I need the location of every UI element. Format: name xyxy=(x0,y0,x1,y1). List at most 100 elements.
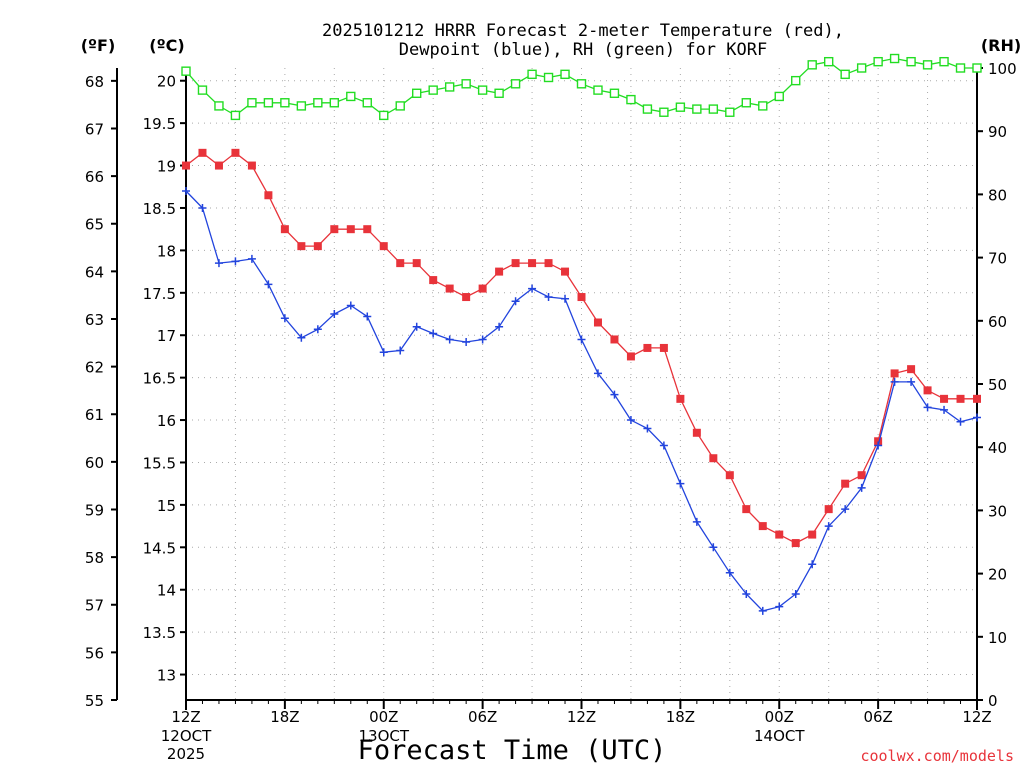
dewpoint-point xyxy=(396,346,405,355)
dewpoint-point xyxy=(280,314,289,323)
rh-point xyxy=(626,94,636,105)
rh-point xyxy=(758,101,768,111)
fahrenheit-tick-label: 56 xyxy=(85,644,104,662)
temperature-point xyxy=(758,522,767,531)
dewpoint-point xyxy=(214,259,223,268)
rh-tick-label: 60 xyxy=(988,313,1007,331)
dewpoint-point xyxy=(956,417,965,426)
rh-point xyxy=(774,91,784,102)
rh-tick-label: 70 xyxy=(988,250,1007,268)
chart-subtitle: Dewpoint (blue), RH (green) for KORF xyxy=(399,40,767,60)
dewpoint-point xyxy=(445,335,454,344)
celsius-tick-label: 19.5 xyxy=(143,115,176,133)
date-tick-label: 12OCT xyxy=(161,727,212,745)
rh-point xyxy=(889,53,900,64)
dewpoint-point xyxy=(758,606,767,615)
dewpoint-point xyxy=(890,377,899,386)
temperature-point xyxy=(940,394,949,403)
time-tick-label: 12Z xyxy=(962,708,991,726)
temperature-point xyxy=(692,428,701,437)
dewpoint-point xyxy=(330,310,339,319)
rh-point xyxy=(263,98,274,108)
dewpoint-point xyxy=(198,203,207,212)
dewpoint-point xyxy=(907,377,916,386)
dewpoint-point xyxy=(247,254,256,263)
dewpoint-point xyxy=(874,441,883,450)
rh-tick-label: 30 xyxy=(988,502,1007,520)
time-tick-label: 06Z xyxy=(863,708,892,726)
temperature-point xyxy=(528,259,537,268)
dewpoint-point xyxy=(857,483,866,492)
temperature-point xyxy=(231,148,240,157)
dewpoint-point xyxy=(973,413,981,422)
temperature-point xyxy=(182,161,190,170)
time-tick-label: 00Z xyxy=(369,708,398,726)
dewpoint-point xyxy=(742,589,751,598)
dewpoint-point xyxy=(577,335,586,344)
rh-tick-label: 0 xyxy=(988,692,998,710)
dewpoint-point xyxy=(363,312,372,321)
dewpoint-point xyxy=(297,333,306,342)
temperature-point xyxy=(709,454,718,463)
dewpoint-point xyxy=(182,187,190,196)
rh-point xyxy=(791,75,801,86)
celsius-tick-label: 14.5 xyxy=(143,539,176,557)
fahrenheit-tick-label: 55 xyxy=(85,692,104,710)
time-tick-label: 18Z xyxy=(666,708,695,726)
year-tick-label: 2025 xyxy=(167,745,205,763)
celsius-tick-label: 16 xyxy=(157,412,176,430)
dewpoint-point xyxy=(709,543,718,552)
dewpoint-point xyxy=(495,322,504,331)
date-tick-label: 14OCT xyxy=(754,727,805,745)
rh-point xyxy=(444,82,455,92)
celsius-tick-label: 16.5 xyxy=(143,370,176,388)
celsius-tick-label: 17.5 xyxy=(143,285,176,303)
celsius-tick-label: 19 xyxy=(157,158,176,176)
date-tick-label: 13OCT xyxy=(358,727,409,745)
temperature-point xyxy=(313,242,322,251)
temperature-point xyxy=(791,539,800,548)
rh-tick-label: 80 xyxy=(988,186,1007,204)
rh-point xyxy=(939,56,949,67)
dewpoint-point xyxy=(659,441,668,450)
rh-point xyxy=(379,110,389,121)
rh-point xyxy=(527,69,537,80)
temperature-point xyxy=(725,471,734,480)
rh-point xyxy=(197,85,208,95)
dewpoint-point xyxy=(643,424,652,433)
temperature-point xyxy=(808,530,817,539)
rh-point xyxy=(230,110,241,121)
rh-point xyxy=(313,98,323,108)
watermark: coolwx.com/models xyxy=(860,747,1014,765)
rh-point xyxy=(807,60,817,70)
chart-title: 2025101212 HRRR Forecast 2-meter Tempera… xyxy=(322,21,844,41)
fahrenheit-tick-label: 59 xyxy=(85,501,104,519)
temperature-point xyxy=(561,267,570,276)
rh-point xyxy=(725,107,735,117)
dewpoint-point xyxy=(478,335,487,344)
rh-point xyxy=(560,69,570,80)
rh-tick-label: 100 xyxy=(988,60,1017,78)
temperature-point xyxy=(478,284,487,293)
rh-point xyxy=(247,98,257,108)
rh-point xyxy=(659,107,669,117)
x-axis-title: Forecast Time (UTC) xyxy=(358,735,667,766)
dewpoint-point xyxy=(561,294,570,303)
celsius-axis-label: (ºC) xyxy=(149,36,184,55)
dewpoint-point xyxy=(841,505,850,514)
temperature-point xyxy=(593,318,602,327)
rh-point xyxy=(329,98,340,108)
dewpoint-point xyxy=(429,329,438,338)
celsius-tick-label: 13.5 xyxy=(143,624,176,642)
dewpoint-series xyxy=(182,187,981,615)
temperature-point xyxy=(330,225,339,234)
temperature-point xyxy=(841,479,850,488)
rh-point xyxy=(823,56,834,67)
celsius-tick-label: 15 xyxy=(157,497,176,515)
time-tick-label: 18Z xyxy=(270,708,299,726)
dewpoint-point xyxy=(923,403,932,412)
fahrenheit-tick-label: 61 xyxy=(85,406,104,424)
temperature-point xyxy=(874,437,883,446)
fahrenheit-tick-label: 65 xyxy=(85,216,104,234)
temperature-point xyxy=(247,161,256,170)
